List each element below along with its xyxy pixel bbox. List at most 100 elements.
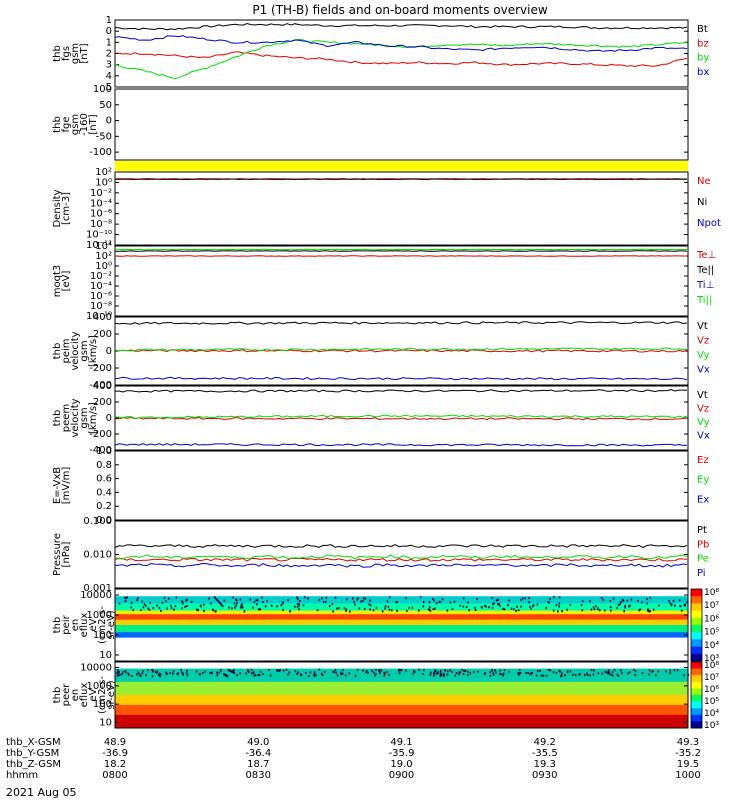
heatmap-speckle <box>680 609 683 612</box>
heatmap-speckle <box>296 596 298 599</box>
series-Pi-line <box>114 562 688 568</box>
heatmap-speckle <box>147 607 150 610</box>
heatmap-speckle <box>186 605 188 608</box>
heatmap-speckle <box>196 608 198 611</box>
x-axis-tick-label: -35.9 <box>389 748 415 759</box>
heatmap-speckle <box>558 596 561 599</box>
colorbar-step <box>691 632 702 640</box>
heatmap-speckle <box>636 599 639 602</box>
y-tick-label: 10000 <box>80 663 112 674</box>
heatmap-speckle <box>604 670 607 673</box>
heatmap-speckle <box>676 669 679 672</box>
series-Vy-line <box>114 347 688 352</box>
panel-7: E=-VxB[mV/m] 1.0 0.8 0.6 0.4 0.2 0.0 Ez Ey Ex <box>52 446 709 526</box>
heatmap-band <box>115 652 688 655</box>
panel-1-ylabel-line: [nT] <box>88 114 99 134</box>
heatmap-speckle <box>297 598 299 601</box>
heatmap-speckle <box>375 607 378 610</box>
heatmap-speckle <box>346 598 348 601</box>
heatmap-speckle <box>334 596 337 599</box>
heatmap-speckle <box>323 600 325 603</box>
colorbar-tick-label: 10⁸ <box>704 661 719 671</box>
heatmap-speckle <box>499 669 502 672</box>
heatmap-speckle <box>299 600 301 603</box>
heatmap-speckle <box>296 605 299 608</box>
figure-title: P1 (TH-B) fields and on-board moments ov… <box>252 3 548 17</box>
heatmap-speckle <box>531 605 534 608</box>
heatmap-speckle <box>497 598 499 601</box>
colorbar-step <box>691 646 702 655</box>
heatmap-speckle <box>396 601 398 604</box>
colorbar-tick-label: 10⁵ <box>704 628 719 638</box>
legend-Vx: Vx <box>697 431 710 442</box>
colorbar-step <box>691 610 702 619</box>
heatmap-band <box>115 690 688 693</box>
colorbar-tick-label: 10³ <box>704 654 719 664</box>
heatmap-speckle <box>156 604 158 607</box>
heatmap-speckle <box>216 674 219 677</box>
heatmap-speckle <box>674 604 676 607</box>
panel-10-ylabel-line: en <box>70 689 81 702</box>
heatmap-speckle <box>126 596 128 599</box>
heatmap-speckle <box>256 603 258 606</box>
heatmap-band <box>115 676 688 679</box>
heatmap-speckle <box>338 606 341 609</box>
heatmap-speckle <box>458 673 460 676</box>
heatmap-speckle <box>423 669 425 672</box>
heatmap-speckle <box>209 672 211 675</box>
heatmap-speckle <box>492 672 494 675</box>
heatmap-speckle <box>429 609 432 612</box>
heatmap-speckle <box>160 609 162 612</box>
y-tick-label: 0 <box>106 116 112 127</box>
heatmap-speckle <box>610 673 612 676</box>
y-tick-label: 10⁰ <box>95 177 112 188</box>
legend-Vx: Vx <box>697 365 710 376</box>
heatmap-speckle <box>248 670 250 673</box>
series-Pb-line <box>114 557 688 562</box>
heatmap-speckle <box>186 598 188 601</box>
heatmap-speckle <box>634 674 637 677</box>
heatmap-band <box>115 657 688 660</box>
heatmap-speckle <box>530 672 532 675</box>
y-tick-label: 10⁻⁸ <box>90 301 112 312</box>
heatmap-band <box>115 637 688 640</box>
heatmap-speckle <box>587 673 589 676</box>
heatmap-speckle <box>581 600 584 603</box>
heatmap-speckle <box>480 606 483 609</box>
y-tick-label: 1 <box>106 37 112 48</box>
heatmap-band <box>115 695 688 698</box>
panel-4-frame <box>114 245 689 317</box>
heatmap-speckle <box>665 670 667 673</box>
heatmap-speckle <box>343 607 346 610</box>
heatmap-speckle <box>574 674 577 677</box>
heatmap-speckle <box>245 672 247 675</box>
heatmap-speckle <box>616 607 618 610</box>
legend-Ey: Ey <box>697 475 709 486</box>
heatmap-speckle <box>603 609 606 612</box>
heatmap-speckle <box>287 599 289 602</box>
y-tick-label: 200 <box>93 397 112 408</box>
panel-1-ylabel-line: thb <box>52 116 63 133</box>
heatmap-band <box>115 709 688 712</box>
heatmap-speckle <box>172 670 175 673</box>
heatmap-speckle <box>398 672 401 675</box>
x-axis-tick-label: -35.2 <box>675 748 701 759</box>
heatmap-speckle <box>521 597 524 600</box>
heatmap-speckle <box>600 596 603 599</box>
heatmap-speckle <box>629 604 631 607</box>
y-tick-label: -200 <box>89 429 112 440</box>
legend-Ti⊥: Ti⊥ <box>696 280 714 291</box>
heatmap-speckle <box>495 671 497 674</box>
legend-Pe: Pe <box>697 554 709 565</box>
heatmap-speckle <box>499 604 501 607</box>
legend-bz: bz <box>697 38 709 49</box>
series-Vz-line <box>115 416 688 421</box>
heatmap-speckle <box>168 597 170 600</box>
x-axis-tick-label: 0830 <box>246 770 271 781</box>
heatmap-speckle <box>433 671 436 674</box>
heatmap-speckle <box>620 669 622 672</box>
panel-3: Density[cm-3] 10²10⁰10⁻²10⁻⁴10⁻⁶10⁻⁸10⁻¹⁰… <box>52 167 721 251</box>
heatmap-speckle <box>236 602 238 605</box>
heatmap-speckle <box>145 604 147 607</box>
heatmap-band <box>115 592 688 595</box>
